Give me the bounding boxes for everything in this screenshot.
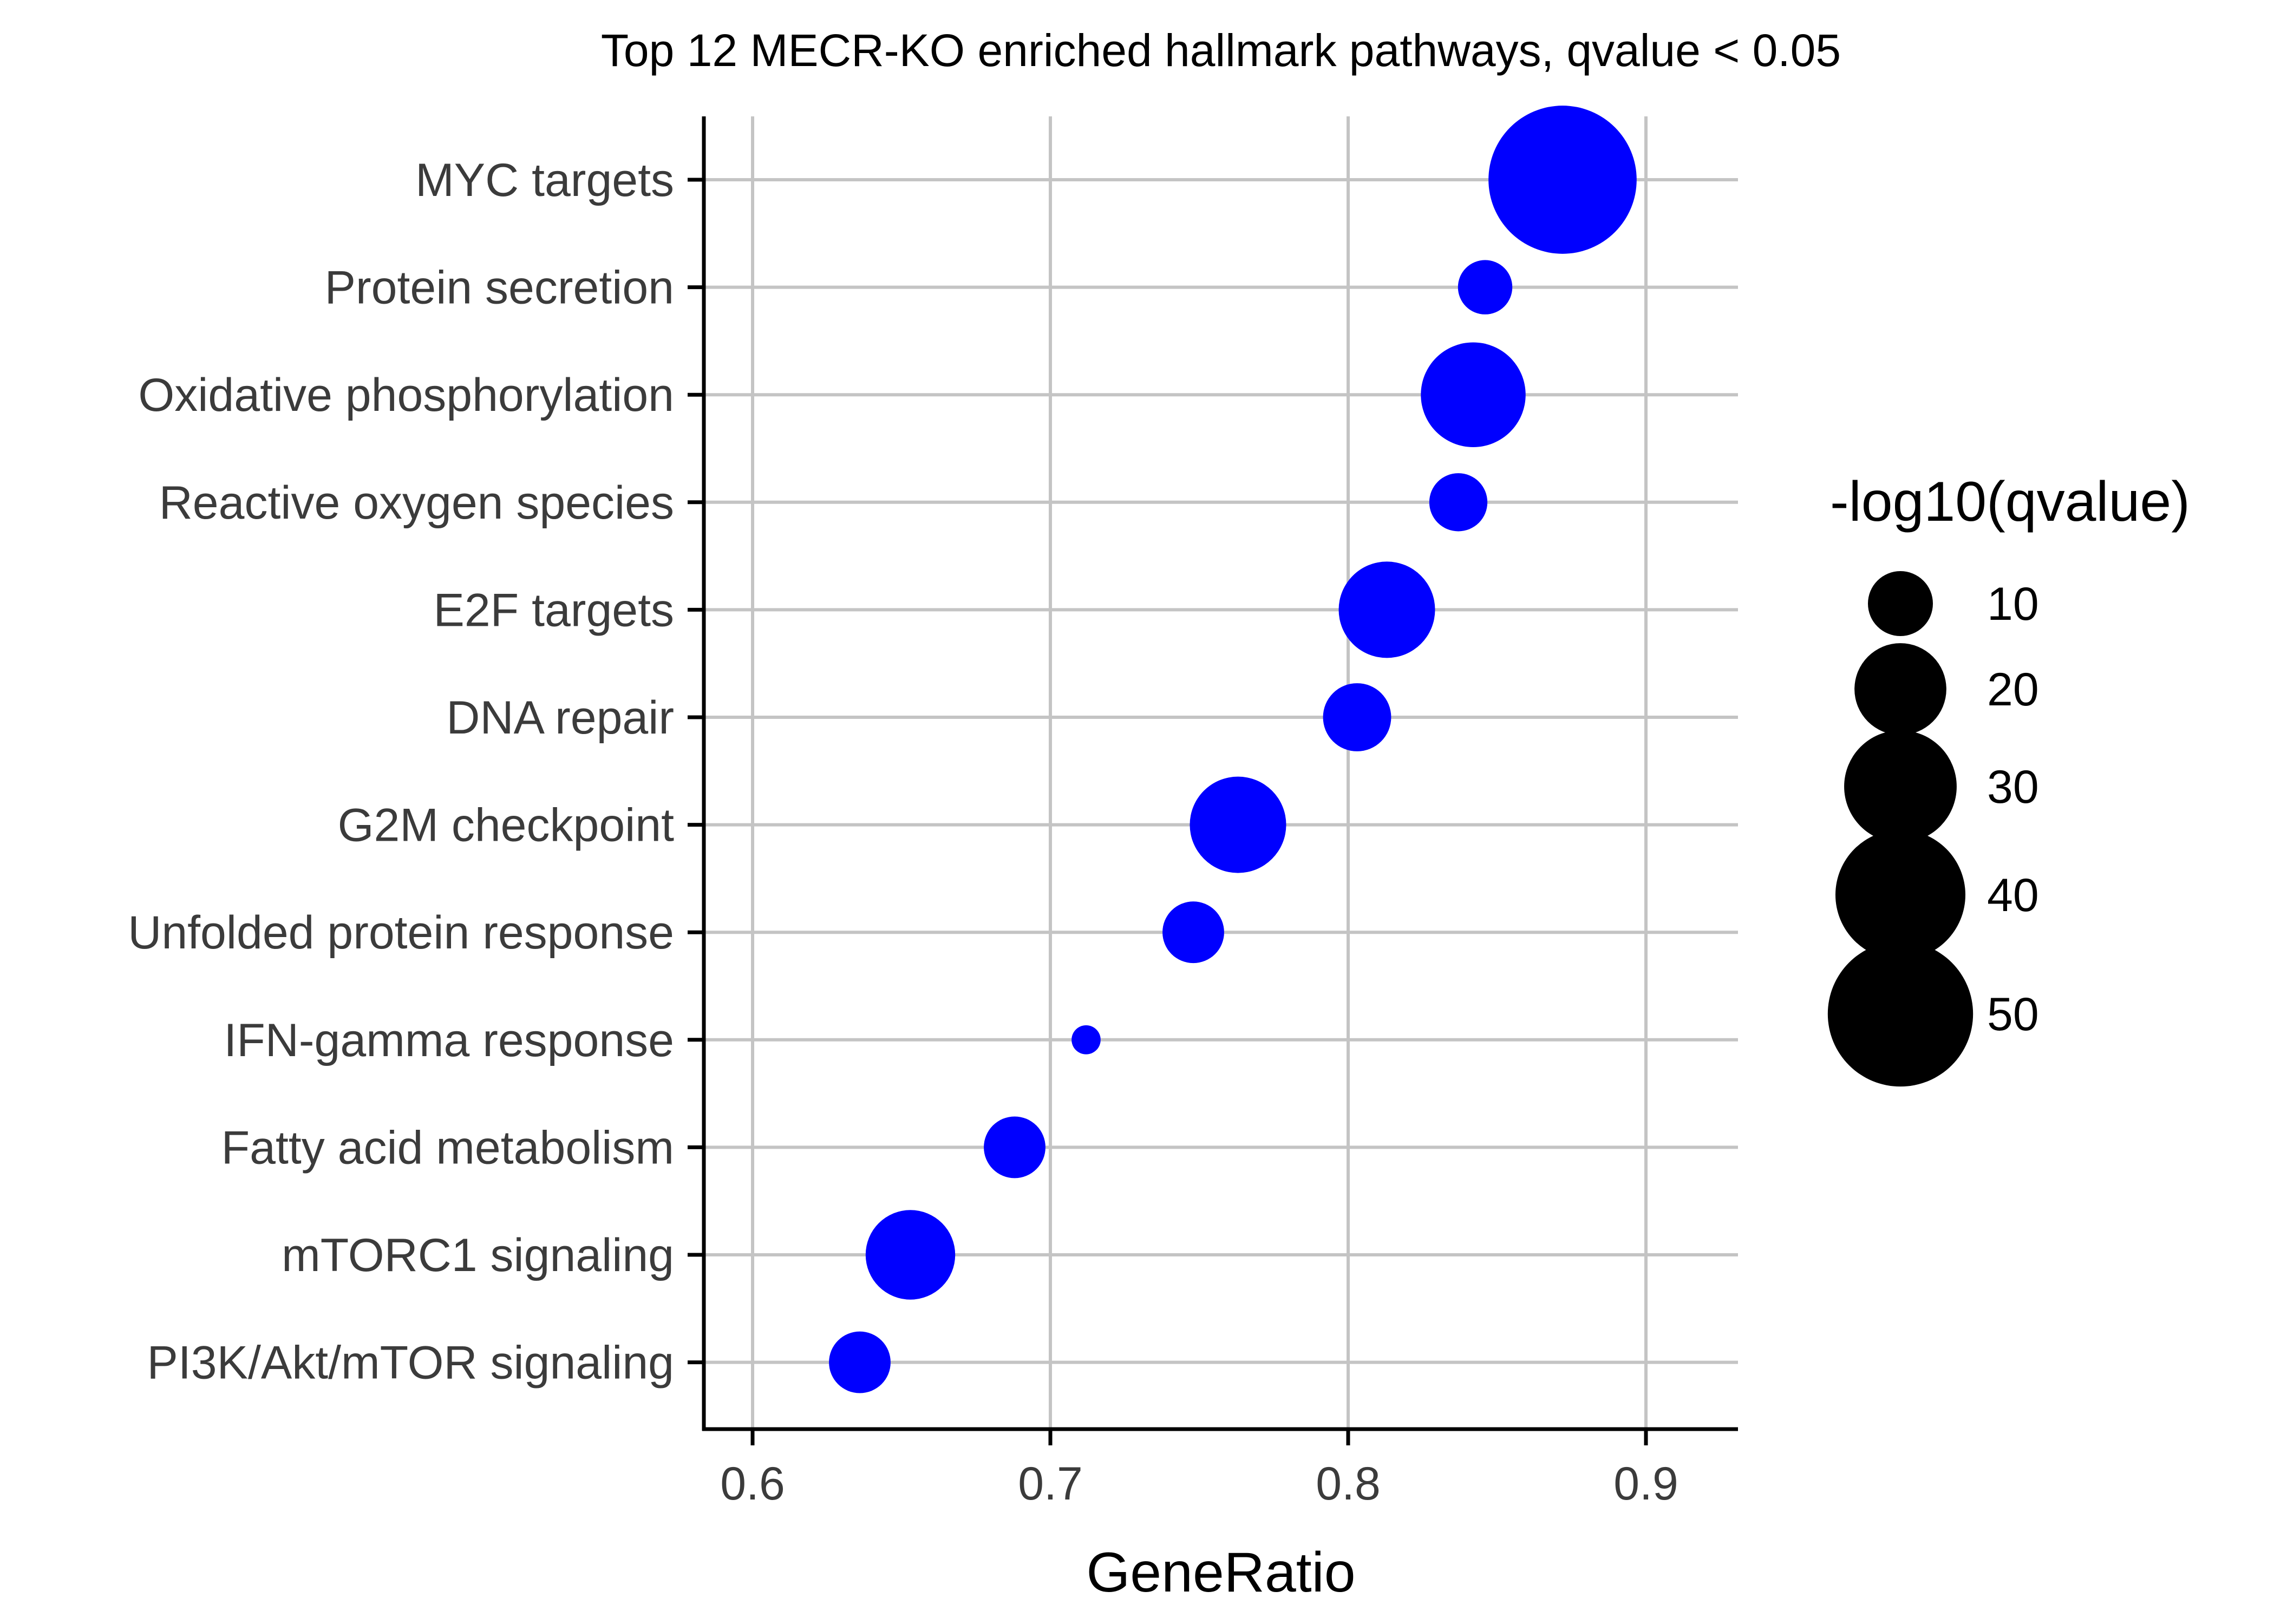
grid-layer [704, 116, 1738, 1429]
data-point [1421, 342, 1526, 447]
legend-key [1854, 643, 1946, 735]
y-tick-label: Unfolded protein response [128, 907, 674, 959]
y-tick-label: Oxidative phosphorylation [138, 369, 674, 421]
points-layer [829, 106, 1637, 1393]
legend: -log10(qvalue) 10 20 30 40 50 [1827, 470, 2190, 1087]
legend-label: 20 [1987, 664, 2039, 716]
axis-layer [688, 116, 1738, 1445]
x-axis-title: GeneRatio [1086, 1541, 1355, 1604]
legend-key [1835, 830, 1965, 960]
data-point [1162, 901, 1224, 964]
chart-title: Top 12 MECR-KO enriched hallmark pathway… [601, 25, 1841, 76]
legend-label: 30 [1987, 761, 2039, 813]
legend-key [1868, 571, 1933, 636]
y-tick-label: mTORC1 signaling [282, 1229, 674, 1281]
data-point [1488, 106, 1637, 254]
legend-label: 10 [1987, 578, 2039, 630]
y-tick-label: Protein secretion [325, 262, 674, 314]
x-tick-label: 0.9 [1613, 1458, 1678, 1510]
labels-layer: 0.6 0.7 0.8 0.9 MYC targets Protein secretion… [128, 154, 1678, 1510]
x-tick-label: 0.6 [720, 1458, 785, 1510]
y-tick-label: E2F targets [433, 584, 674, 636]
data-point [865, 1210, 956, 1300]
x-tick-label: 0.7 [1018, 1458, 1083, 1510]
data-point [1458, 260, 1513, 315]
legend-title: -log10(qvalue) [1830, 470, 2190, 533]
legend-label: 50 [1987, 988, 2039, 1040]
y-tick-label: Fatty acid metabolism [221, 1122, 674, 1174]
data-point [1429, 473, 1488, 532]
data-point [829, 1331, 891, 1393]
data-point [1338, 561, 1435, 658]
y-tick-label: IFN-gamma response [224, 1014, 674, 1066]
data-point [1071, 1025, 1101, 1055]
y-tick-label: G2M checkpoint [338, 800, 675, 852]
data-point [1190, 776, 1286, 873]
legend-key [1844, 730, 1957, 843]
x-tick-label: 0.8 [1316, 1458, 1381, 1510]
y-tick-label: PI3K/Akt/mTOR signaling [147, 1337, 674, 1389]
legend-key [1827, 941, 1974, 1087]
legend-label: 40 [1987, 869, 2039, 921]
y-tick-label: MYC targets [415, 154, 674, 206]
data-point [1323, 683, 1391, 751]
y-tick-label: Reactive oxygen species [159, 477, 674, 529]
y-tick-label: DNA repair [446, 692, 674, 744]
data-point [984, 1116, 1045, 1178]
